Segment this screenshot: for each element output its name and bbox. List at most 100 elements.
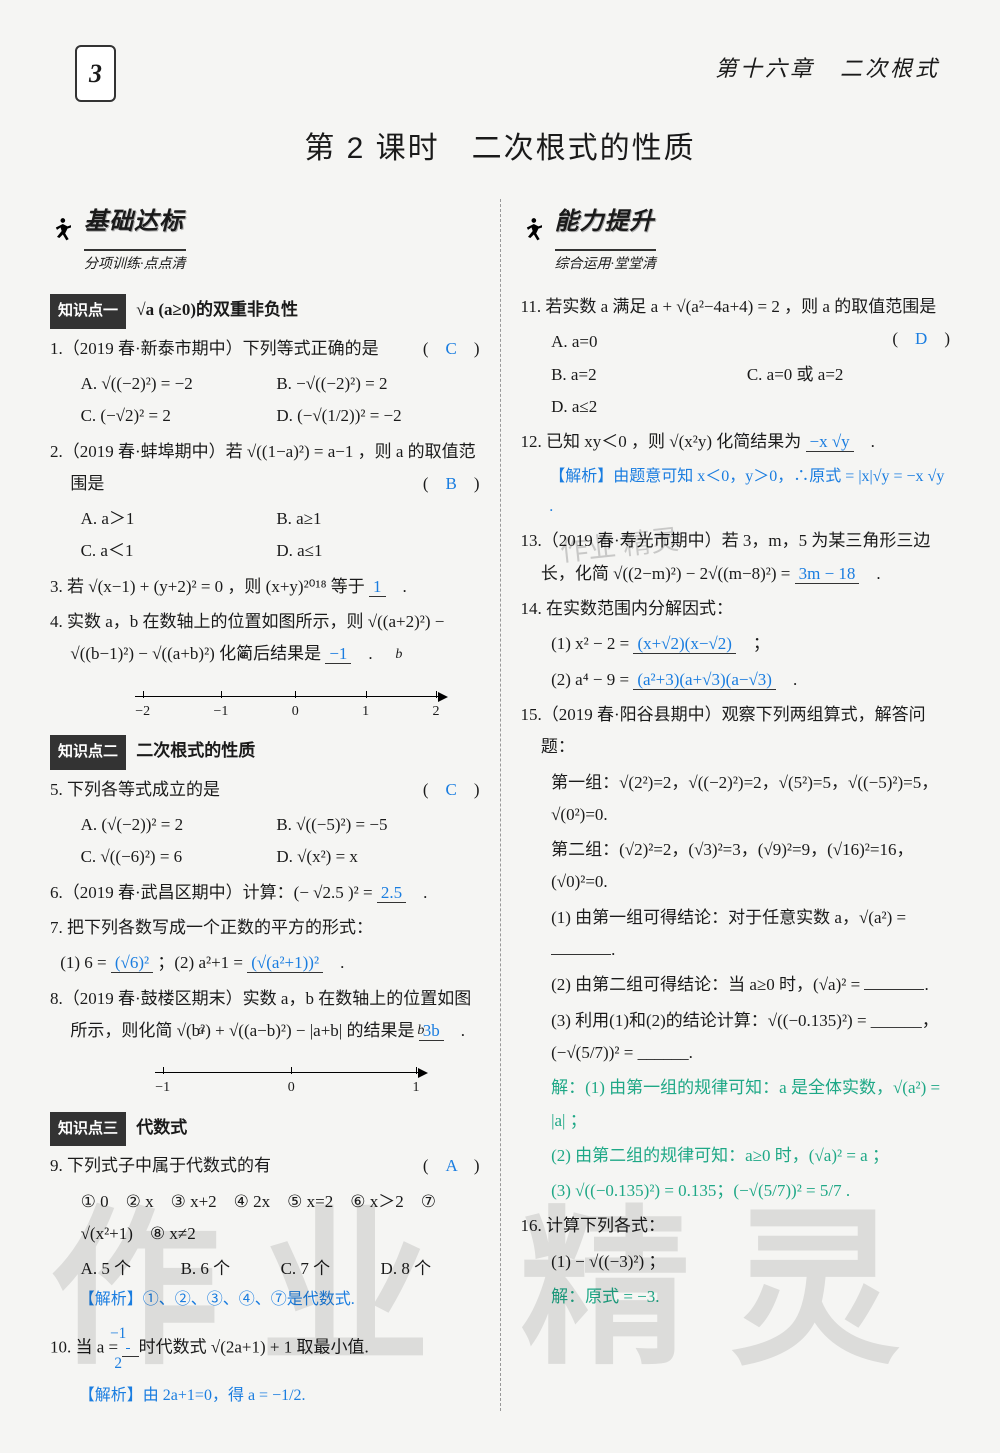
q15-g2: 第二组：(√2)²=2，(√3)²=3，(√9)²=9，(√16)²=16，(√… xyxy=(521,834,951,899)
lesson-title: 第 2 课时 二次根式的性质 xyxy=(50,120,950,177)
q3-text: 3. 若 √(x−1) + (y+2)² = 0 ，则 (x+y)²⁰¹⁸ 等于 xyxy=(50,577,365,596)
q1-paren: ( C ) xyxy=(443,333,479,365)
chapter-header: 第十六章 二次根式 xyxy=(715,48,940,90)
q16: 16. 计算下列各式： xyxy=(521,1210,951,1242)
q9-explanation: 【解析】①、②、③、④、⑦是代数式. xyxy=(50,1285,480,1315)
kp3-tag: 知识点三 xyxy=(50,1112,126,1147)
q7-text: 7. 把下列各数写成一个正数的平方的形式： xyxy=(50,918,373,937)
q2-optC: C. a＜1 xyxy=(81,535,272,567)
q7: 7. 把下列各数写成一个正数的平方的形式： xyxy=(50,912,480,944)
q4-label-a: a xyxy=(239,642,246,669)
section-advanced-sub: 综合运用·堂堂清 xyxy=(555,249,657,279)
q6-answer: 2.5 xyxy=(377,883,406,903)
tick: 0 xyxy=(292,699,299,726)
q2-optA: A. a＞1 xyxy=(81,503,272,535)
blank xyxy=(864,989,924,990)
kp2-title: 二次根式的性质 xyxy=(136,741,255,760)
q2-optD: D. a≤1 xyxy=(276,535,467,567)
tick: −1 xyxy=(213,699,228,726)
q4-ticks: −2 −1 0 1 2 xyxy=(135,699,439,726)
q11-optD: D. a≤2 xyxy=(551,391,742,423)
q11-text: 11. 若实数 a 满足 a + √(a²−4a+4) = 2 ，则 a 的取值… xyxy=(521,297,937,316)
q5-answer: C xyxy=(445,780,456,799)
q10-explanation: 【解析】由 2a+1=0，得 a = −1/2. xyxy=(50,1381,480,1411)
q2: 2.（2019 春·蚌埠期中）若 √((1−a)²) = a−1 ，则 a 的取… xyxy=(50,436,480,501)
q1-text: 1.（2019 春·新泰市期中）下列等式正确的是 xyxy=(50,339,379,358)
q10: 10. 当 a = −12 时代数式 √(2a+1) + 1 取最小值. xyxy=(50,1319,480,1378)
q9-answer: A xyxy=(445,1156,456,1175)
q13-answer: 3m − 18 xyxy=(795,564,860,584)
tick: −2 xyxy=(135,699,150,726)
q9-optD: D. 8 个 xyxy=(381,1253,477,1285)
q5-text: 5. 下列各等式成立的是 xyxy=(50,780,220,799)
q12: 12. 已知 xy＜0 ，则 √(x²y) 化简结果为 −x √y . xyxy=(521,426,951,458)
q2-options: A. a＞1 B. a≥1 C. a＜1 D. a≤1 xyxy=(50,503,480,568)
q11-answer: D xyxy=(915,329,927,348)
left-column: 基础达标 分项训练·点点清 知识点一 √a (a≥0)的双重非负性 1.（201… xyxy=(50,199,480,1411)
q1: 1.（2019 春·新泰市期中）下列等式正确的是 ( C ) xyxy=(50,333,480,365)
q14-p1: (1) x² − 2 = (x+√2)(x−√2) ； xyxy=(521,628,951,660)
q5-optD: D. √(x²) = x xyxy=(276,841,467,873)
q15-text: 15.（2019 春·阳谷县期中）观察下列两组算式，解答问题： xyxy=(521,705,926,756)
q5-optB: B. √((−5)²) = −5 xyxy=(276,809,467,841)
q13-text: 13.（2019 春·寿光市期中）若 3，m，5 为某三角形三边长，化简 √((… xyxy=(521,531,931,582)
section-advanced-header: 能力提升 xyxy=(521,199,951,245)
kp3: 知识点三 代数式 xyxy=(50,1112,480,1147)
q14-p2-label: (2) a⁴ − 9 = xyxy=(551,670,629,689)
kp1: 知识点一 √a (a≥0)的双重非负性 xyxy=(50,294,480,329)
q5-optC: C. √((−6)²) = 6 xyxy=(81,841,272,873)
q14-text: 14. 在实数范围内分解因式： xyxy=(521,599,734,618)
q9-text: 9. 下列式子中属于代数式的有 xyxy=(50,1156,271,1175)
right-column: 能力提升 综合运用·堂堂清 11. 若实数 a 满足 a + √(a²−4a+4… xyxy=(521,199,951,1411)
q8-numberline: a b −1 0 1 xyxy=(50,1050,480,1106)
q1-optC: C. (−√2)² = 2 xyxy=(81,400,272,432)
q7-parts: (1) 6 = (√6)² ；(2) a²+1 = (√(a²+1))² . xyxy=(50,947,480,979)
kp2-tag: 知识点二 xyxy=(50,735,126,770)
q15-p3: (3) 利用(1)和(2)的结论计算：√((−0.135)²) = ______… xyxy=(521,1005,951,1070)
q4-answer: −1 xyxy=(325,644,351,664)
q5-paren: ( C ) xyxy=(443,774,479,806)
section-basic-header: 基础达标 xyxy=(50,199,480,245)
tick: 1 xyxy=(362,699,369,726)
q1-answer: C xyxy=(445,339,456,358)
q15-p1: (1) 由第一组可得结论：对于任意实数 a，√(a²) = . xyxy=(521,902,951,967)
arrow-line-icon xyxy=(135,696,439,697)
q14-p2: (2) a⁴ − 9 = (a²+3)(a+√3)(a−√3) . xyxy=(521,664,951,696)
q5: 5. 下列各等式成立的是 ( C ) xyxy=(50,774,480,806)
q9-options: A. 5 个 B. 6 个 C. 7 个 D. 8 个 xyxy=(50,1253,480,1285)
section-advanced-title: 能力提升 xyxy=(555,199,655,245)
q3: 3. 若 √(x−1) + (y+2)² = 0 ，则 (x+y)²⁰¹⁸ 等于… xyxy=(50,571,480,603)
q8: 8.（2019 春·鼓楼区期末）实数 a，b 在数轴上的位置如图所示，则化简 √… xyxy=(50,983,480,1048)
q11: 11. 若实数 a 满足 a + √(a²−4a+4) = 2 ，则 a 的取值… xyxy=(521,291,951,323)
tick: −1 xyxy=(155,1075,170,1102)
q10-answer: −12 xyxy=(122,1337,138,1357)
q14: 14. 在实数范围内分解因式： xyxy=(521,593,951,625)
blank xyxy=(551,954,611,955)
q8-label-a: a xyxy=(197,1018,204,1045)
q9-optB: B. 6 个 xyxy=(181,1253,277,1285)
q15-sol1: 解：(1) 由第一组的规律可知：a 是全体实数，√(a²) = |a| ； xyxy=(521,1072,951,1137)
q2-paren: ( B ) xyxy=(443,468,479,500)
two-column-layout: 基础达标 分项训练·点点清 知识点一 √a (a≥0)的双重非负性 1.（201… xyxy=(50,199,950,1411)
page-number: 3 xyxy=(75,45,116,102)
q6: 6.（2019 春·武昌区期中）计算：(− √2.5 )² = 2.5 . xyxy=(50,877,480,909)
runner-icon xyxy=(50,217,78,245)
q9-paren: ( A ) xyxy=(443,1150,479,1182)
q1-optD: D. (−√(1/2))² = −2 xyxy=(276,400,467,432)
q12-text: 12. 已知 xy＜0 ，则 √(x²y) 化简结果为 xyxy=(521,432,802,451)
q5-options: A. (√(−2))² = 2 B. √((−5)²) = −5 C. √((−… xyxy=(50,809,480,874)
q2-optB: B. a≥1 xyxy=(276,503,467,535)
column-divider xyxy=(500,199,501,1411)
tick: 1 xyxy=(413,1075,420,1102)
q14-p1-label: (1) x² − 2 = xyxy=(551,634,629,653)
q15-sol2: (2) 由第二组的规律可知：a≥0 时，(√a)² = a ； xyxy=(521,1140,951,1172)
q11-options: A. a=0 B. a=2 C. a=0 或 a=2 D. a≤2 xyxy=(521,326,951,423)
q11-optA: A. a=0 xyxy=(551,326,742,358)
kp1-title: √a (a≥0)的双重非负性 xyxy=(136,300,298,319)
q8-label-b: b xyxy=(417,1018,424,1045)
kp3-title: 代数式 xyxy=(136,1118,187,1137)
q9-optA: A. 5 个 xyxy=(81,1253,177,1285)
q7-a2: (√(a²+1))² xyxy=(247,953,323,973)
q15-sol3: (3) √((−0.135)²) = 0.135；(−√(5/7))² = 5/… xyxy=(521,1175,951,1207)
q7-p2: ；(2) a²+1 = xyxy=(157,953,243,972)
